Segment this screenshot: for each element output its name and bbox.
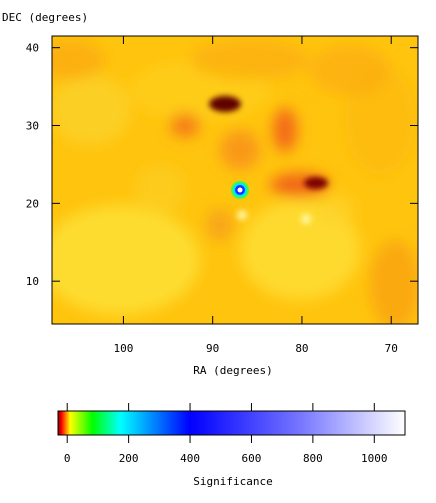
colorbar-tick-label: 200 xyxy=(119,452,139,465)
colorbar-tick-label: 600 xyxy=(242,452,262,465)
colorbar-tick-labels: 0 200 400 600 800 1000 xyxy=(64,452,388,465)
y-tick-label: 20 xyxy=(26,197,39,210)
y-ticks xyxy=(52,47,418,282)
y-tick-labels: 10 20 30 40 xyxy=(26,42,39,289)
colorbar-tick-label: 800 xyxy=(303,452,323,465)
x-tick-label: 100 xyxy=(113,342,133,355)
colorbar-frame xyxy=(57,410,406,436)
x-tick-label: 70 xyxy=(385,342,398,355)
x-tick-label: 90 xyxy=(206,342,219,355)
faint-excess-2 xyxy=(301,214,311,224)
colorbar-ticks xyxy=(66,403,375,443)
y-axis-label: DEC (degrees) xyxy=(2,11,88,24)
y-tick-label: 40 xyxy=(26,42,39,55)
map-frame xyxy=(51,35,419,325)
x-axis-label: RA (degrees) xyxy=(193,364,272,377)
faint-excess-1 xyxy=(237,210,247,220)
sky-map xyxy=(51,35,419,325)
map-features xyxy=(209,96,328,224)
y-tick-label: 30 xyxy=(26,120,39,133)
colorbar-tick-label: 1000 xyxy=(361,452,388,465)
colorbar-gradient xyxy=(58,411,405,435)
map-texture xyxy=(52,40,418,324)
deficit-east xyxy=(304,177,328,189)
deficit-north xyxy=(209,96,241,112)
colorbar xyxy=(57,410,406,436)
colorbar-label: Significance xyxy=(193,475,272,488)
x-tick-labels: 100 90 80 70 xyxy=(113,342,397,355)
y-tick-label: 10 xyxy=(26,275,39,288)
x-tick-label: 80 xyxy=(295,342,308,355)
x-ticks xyxy=(122,36,392,324)
bright-source xyxy=(231,181,249,199)
colorbar-tick-label: 0 xyxy=(64,452,71,465)
colorbar-tick-label: 400 xyxy=(180,452,200,465)
